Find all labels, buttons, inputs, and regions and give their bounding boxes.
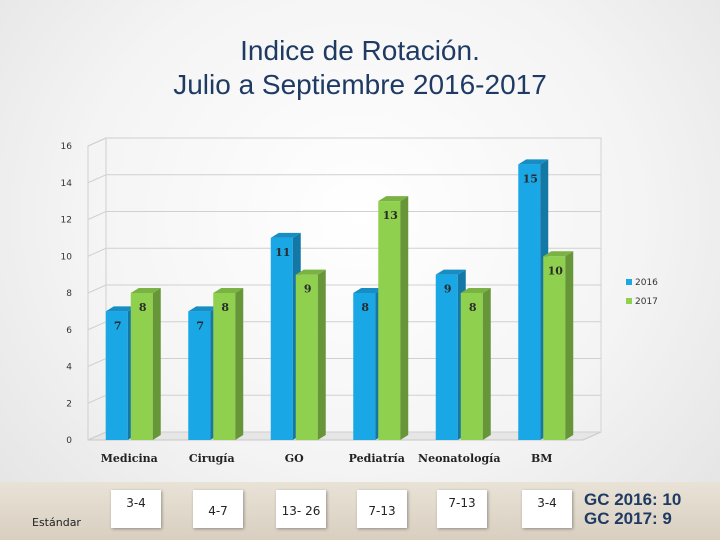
standard-box-BM: 3-4 <box>522 490 572 528</box>
bar-side <box>317 269 326 440</box>
bar-top <box>435 269 466 275</box>
y-gridline <box>87 137 601 147</box>
x-category-label: GO <box>285 452 304 465</box>
bar-front <box>188 311 211 440</box>
bar-2017-Pediatría: 13 <box>378 196 409 440</box>
bar-value-label: 10 <box>548 264 564 277</box>
bar-value-label: 8 <box>139 301 147 314</box>
y-tick-label: 4 <box>66 363 72 373</box>
bar-value-label: 8 <box>221 301 229 314</box>
y-gridline <box>87 247 601 257</box>
x-category-label: Medicina <box>101 452 158 465</box>
standard-label: Estándar <box>32 516 81 529</box>
bar-front <box>518 164 541 440</box>
bar-front <box>435 274 458 440</box>
bar-top <box>543 251 574 257</box>
bar-top <box>188 306 219 312</box>
standard-box-Pediatría: 7-13 <box>357 490 407 528</box>
x-category-label: Cirugía <box>189 452 235 465</box>
title-line-2: Julio a Septiembre 2016-2017 <box>173 69 547 100</box>
y-tick-label: 8 <box>66 289 72 299</box>
bar-value-label: 9 <box>304 283 312 296</box>
bar-2017-Cirugía: 8 <box>213 288 244 440</box>
legend-label-2017: 2017 <box>635 297 658 307</box>
bar-top <box>460 288 491 293</box>
bar-side <box>482 288 491 440</box>
bar-front <box>460 293 483 440</box>
y-tick-label: 2 <box>66 399 72 409</box>
bar-top <box>378 196 409 202</box>
y-gridline <box>87 174 601 184</box>
bar-value-label: 7 <box>196 319 204 332</box>
bar-front <box>130 293 153 440</box>
bar-value-label: 8 <box>361 301 369 314</box>
y-tick-label: 6 <box>66 326 72 336</box>
y-tick-label: 16 <box>61 142 73 152</box>
bar-value-label: 13 <box>383 209 398 222</box>
bar-chart: 0 2 4 6 8 10 12 14 16 7 8 Medicina 7 8 Cirugía 11 9 GO 8 13… <box>61 137 658 465</box>
standard-box-Medicina: 3-4 <box>111 490 161 528</box>
x-category-label: Pediatría <box>349 452 405 465</box>
x-category-label: Neonatología <box>418 452 500 465</box>
bar-front <box>543 256 566 440</box>
bar-2017-BM: 10 <box>543 251 574 440</box>
legend-swatch-2017 <box>626 298 632 304</box>
bar-top <box>130 288 161 293</box>
slide-title: Indice de Rotación. Julio a Septiembre 2… <box>0 34 720 102</box>
bar-value-label: 15 <box>523 172 538 185</box>
bar-2017-Neonatología: 8 <box>460 288 491 440</box>
bar-value-label: 7 <box>114 319 122 332</box>
standard-box-Cirugía: 4-7 <box>193 490 243 528</box>
y-tick-label: 14 <box>61 179 73 189</box>
bar-side <box>400 196 409 440</box>
bar-side <box>565 251 574 440</box>
bar-front <box>353 293 376 440</box>
bar-2017-GO: 9 <box>295 269 326 440</box>
standard-box-Neonatología: 7-13 <box>437 490 487 528</box>
gc-note: GC 2016: 10 GC 2017: 9 <box>584 490 681 528</box>
y-tick-label: 12 <box>61 216 72 226</box>
bar-side <box>235 288 244 440</box>
gc-note-2016: GC 2016: 10 <box>584 490 682 509</box>
bar-front <box>270 237 293 440</box>
bar-front <box>295 274 318 440</box>
y-tick-label: 10 <box>61 252 73 262</box>
bar-top <box>213 288 244 293</box>
legend-label-2016: 2016 <box>635 278 658 288</box>
standard-box-GO: 13- 26 <box>276 490 326 528</box>
bar-2017-Medicina: 8 <box>130 288 161 440</box>
bar-value-label: 9 <box>444 283 452 296</box>
bar-front <box>105 311 128 440</box>
bar-top <box>518 159 549 165</box>
bar-top <box>353 288 384 293</box>
bar-top <box>105 306 136 312</box>
legend-swatch-2016 <box>626 279 632 285</box>
gc-note-2017: GC 2017: 9 <box>584 509 672 528</box>
bar-top <box>270 232 301 238</box>
title-line-1: Indice de Rotación. <box>240 35 480 66</box>
x-category-label: BM <box>531 452 552 465</box>
bar-side <box>152 288 161 440</box>
bar-value-label: 8 <box>469 301 477 314</box>
bar-top <box>295 269 326 275</box>
bar-value-label: 11 <box>275 246 290 259</box>
bar-front <box>213 293 236 440</box>
y-tick-label: 0 <box>66 436 72 446</box>
bar-front <box>378 201 401 440</box>
y-gridline <box>87 211 601 220</box>
